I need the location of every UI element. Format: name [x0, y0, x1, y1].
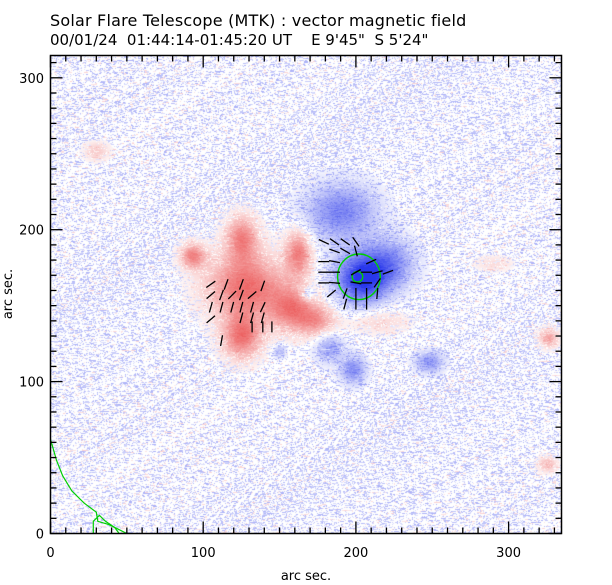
contour-layer — [49, 253, 382, 535]
field-vector-43 — [373, 278, 381, 288]
field-vector-10 — [230, 301, 235, 313]
x-tick-label-100: 100 — [191, 546, 216, 561]
chart-subtitle: 00/01/24 01:44:14-01:45:20 UT E 9'45" S … — [50, 33, 428, 48]
field-vector-23 — [318, 238, 330, 245]
plot-frame — [49, 54, 563, 535]
observation-date: 00/01/24 — [50, 31, 118, 49]
y-tick-labels: 0 100 200 300 — [19, 72, 44, 543]
chart-title: Solar Flare Telescope (MTK) : vector mag… — [50, 11, 467, 30]
field-vector-21 — [219, 335, 224, 347]
field-vector-38 — [382, 269, 394, 275]
y-axis-label: arc sec. — [1, 269, 16, 319]
x-tick-label-0: 0 — [46, 546, 54, 561]
field-vector-49 — [343, 298, 348, 310]
x-tick-label-300: 300 — [496, 546, 521, 561]
y-tick-label-0: 0 — [36, 528, 44, 543]
y-tick-label-200: 200 — [19, 224, 44, 239]
field-vector-27 — [329, 248, 340, 254]
field-vector-3 — [206, 291, 216, 300]
axis-ticks — [49, 55, 562, 535]
field-vector-6 — [238, 289, 244, 301]
field-vector-5 — [227, 290, 237, 300]
field-vector-11 — [239, 301, 244, 313]
field-vector-48 — [376, 287, 379, 300]
field-vector-37 — [371, 270, 383, 275]
field-vector-32 — [365, 258, 377, 265]
field-vector-8 — [208, 301, 213, 313]
y-tick-label-100: 100 — [19, 376, 44, 391]
field-vector-24 — [329, 238, 340, 246]
field-vector-41 — [350, 281, 362, 285]
limb-contour-1 — [49, 439, 128, 535]
field-vector-31 — [328, 259, 341, 264]
field-vector-26 — [352, 236, 360, 247]
limb-contour-2 — [92, 514, 120, 534]
field-vector-15 — [249, 312, 255, 324]
field-vector-28 — [340, 247, 351, 255]
vector-layer — [205, 236, 394, 347]
x-tick-label-200: 200 — [343, 546, 368, 561]
position-north-south: S 5'24" — [374, 31, 429, 49]
field-vector-40 — [328, 281, 341, 284]
field-vector-14 — [239, 312, 244, 324]
magnetogram-image — [51, 56, 562, 534]
field-vector-25 — [340, 238, 351, 246]
field-vector-13 — [259, 301, 266, 313]
field-vector-44 — [326, 289, 337, 298]
field-vector-45 — [342, 288, 348, 299]
field-vector-29 — [353, 245, 358, 257]
field-vector-4 — [218, 289, 225, 301]
field-vector-17 — [206, 315, 216, 324]
field-vector-0 — [205, 280, 216, 289]
field-vector-35 — [350, 268, 362, 276]
field-vector-22 — [260, 280, 266, 292]
field-vector-2 — [238, 278, 244, 290]
field-vector-7 — [247, 291, 257, 300]
field-vector-1 — [223, 278, 229, 290]
x-tick-labels: 0 100 200 300 — [46, 546, 521, 561]
field-vector-9 — [219, 301, 224, 313]
y-tick-label-300: 300 — [19, 72, 44, 87]
observation-time-range: 01:44:14-01:45:20 UT — [126, 31, 292, 49]
field-vector-16 — [260, 312, 265, 324]
field-vector-12 — [249, 301, 255, 313]
position-east-west: E 9'45" — [311, 31, 365, 49]
umbra-outer-contour — [336, 253, 382, 301]
x-axis-label: arc sec. — [281, 569, 331, 584]
